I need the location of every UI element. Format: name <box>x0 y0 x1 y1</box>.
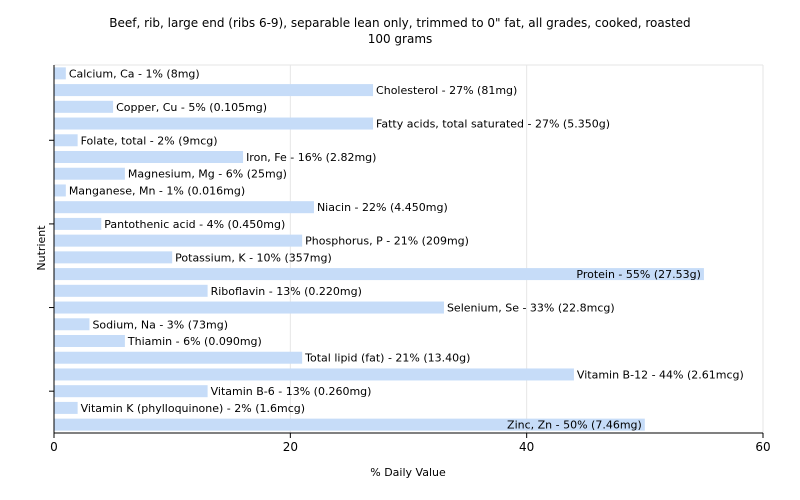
x-tick-label: 0 <box>50 440 58 454</box>
bar <box>54 301 444 314</box>
bar <box>54 268 704 281</box>
bar <box>54 67 66 80</box>
bar-label: Zinc, Zn - 50% (7.46mg) <box>507 419 642 432</box>
bar-label: Protein - 55% (27.53g) <box>576 268 701 281</box>
bar <box>54 418 645 431</box>
bar <box>54 368 574 381</box>
x-tick-label: 20 <box>283 440 298 454</box>
bars <box>54 67 704 431</box>
bar-label: Cholesterol - 27% (81mg) <box>376 84 517 97</box>
chart-title-block: Beef, rib, large end (ribs 6-9), separab… <box>0 15 800 47</box>
bar-label: Niacin - 22% (4.450mg) <box>317 201 448 214</box>
x-tick-label: 40 <box>519 440 534 454</box>
bar <box>54 134 78 147</box>
bar-label: Pantothenic acid - 4% (0.450mg) <box>104 218 285 231</box>
bar <box>54 151 244 163</box>
y-axis-title: Nutrient <box>35 225 48 271</box>
bar-label: Riboflavin - 13% (0.220mg) <box>211 285 362 298</box>
axes: 0 20 40 60 <box>49 65 771 454</box>
bar-label: Calcium, Ca - 1% (8mg) <box>69 67 200 80</box>
bar <box>54 117 374 130</box>
bar <box>54 335 125 347</box>
bar <box>54 201 314 214</box>
bar-label: Iron, Fe - 16% (2.82mg) <box>246 151 376 164</box>
bar <box>54 284 208 297</box>
bar-label: Copper, Cu - 5% (0.105mg) <box>116 101 267 114</box>
bar-label: Thiamin - 6% (0.090mg) <box>127 335 262 348</box>
bar <box>54 251 173 264</box>
bar <box>54 184 66 197</box>
bar-label: Phosphorus, P - 21% (209mg) <box>305 235 469 248</box>
bar <box>54 318 90 331</box>
bar <box>54 351 303 364</box>
bar-label: Vitamin K (phylloquinone) - 2% (1.6mcg) <box>81 402 305 415</box>
bar <box>54 100 114 113</box>
bar <box>54 167 125 180</box>
x-tick-label: 60 <box>755 440 770 454</box>
bar <box>54 84 374 97</box>
bar <box>54 234 303 247</box>
bar <box>54 385 208 398</box>
bar-label: Magnesium, Mg - 6% (25mg) <box>128 168 287 181</box>
bar-label: Vitamin B-12 - 44% (2.61mcg) <box>577 368 744 381</box>
bar-label: Manganese, Mn - 1% (0.016mg) <box>69 184 245 197</box>
bar <box>54 217 102 230</box>
chart-title: Beef, rib, large end (ribs 6-9), separab… <box>109 16 691 30</box>
chart-subtitle: 100 grams <box>367 32 433 46</box>
bar-label: Vitamin B-6 - 13% (0.260mg) <box>211 385 372 398</box>
x-axis-title: % Daily Value <box>370 466 446 479</box>
bar-label: Potassium, K - 10% (357mg) <box>175 251 332 264</box>
bar-labels: Calcium, Ca - 1% (8mg) Cholesterol - 27% … <box>69 67 744 431</box>
bar-label: Folate, total - 2% (9mcg) <box>81 134 218 147</box>
bar-label: Fatty acids, total saturated - 27% (5.35… <box>376 118 610 131</box>
bar <box>54 401 78 414</box>
bar-label: Sodium, Na - 3% (73mg) <box>92 318 228 331</box>
bar-label: Total lipid (fat) - 21% (13.40g) <box>304 352 470 365</box>
bar-label: Selenium, Se - 33% (22.8mcg) <box>447 302 615 315</box>
